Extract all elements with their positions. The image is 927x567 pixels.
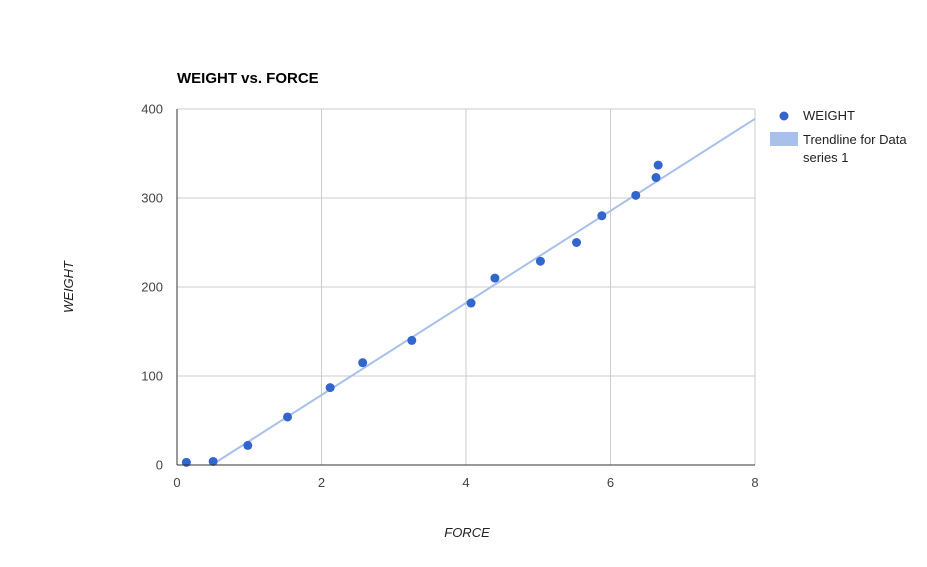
legend-label-trendline-line1: Trendline for Data (803, 132, 907, 147)
data-point (283, 412, 293, 422)
data-point (208, 456, 218, 466)
data-point (572, 238, 582, 247)
x-axis-title: FORCE (444, 525, 490, 540)
data-point (651, 173, 661, 183)
legend-swatch-trendline (770, 132, 798, 146)
data-point (325, 383, 335, 393)
legend-label-weight: WEIGHT (803, 108, 855, 123)
data-point (358, 358, 368, 368)
legend-label-trendline-line2: series 1 (803, 150, 849, 165)
data-points (181, 160, 663, 467)
x-tick-label: 8 (751, 475, 758, 490)
chart-title: WEIGHT vs. FORCE (177, 70, 319, 87)
data-point (653, 160, 663, 170)
y-tick-label: 400 (141, 102, 163, 117)
data-point (490, 273, 500, 283)
axes: 0 2 4 6 8 0 100 200 300 400 (141, 102, 758, 491)
data-point (597, 211, 607, 221)
data-point (466, 298, 476, 308)
trendline (211, 117, 756, 466)
y-tick-label: 0 (156, 458, 163, 473)
data-point (407, 335, 417, 345)
x-tick-label: 0 (173, 475, 180, 490)
data-point (535, 256, 545, 266)
data-point (243, 440, 253, 450)
y-tick-label: 200 (141, 280, 163, 295)
grid (177, 108, 756, 465)
x-tick-label: 4 (462, 475, 469, 490)
trendline-line (211, 117, 756, 466)
data-point (631, 190, 641, 200)
y-tick-label: 100 (141, 369, 163, 384)
y-axis-title: WEIGHT (61, 260, 76, 313)
legend-marker-weight (779, 111, 789, 121)
y-tick-label: 300 (141, 191, 163, 206)
x-tick-label: 6 (607, 475, 614, 490)
x-tick-label: 2 (318, 475, 325, 490)
legend: WEIGHT Trendline for Data series 1 (770, 108, 907, 165)
